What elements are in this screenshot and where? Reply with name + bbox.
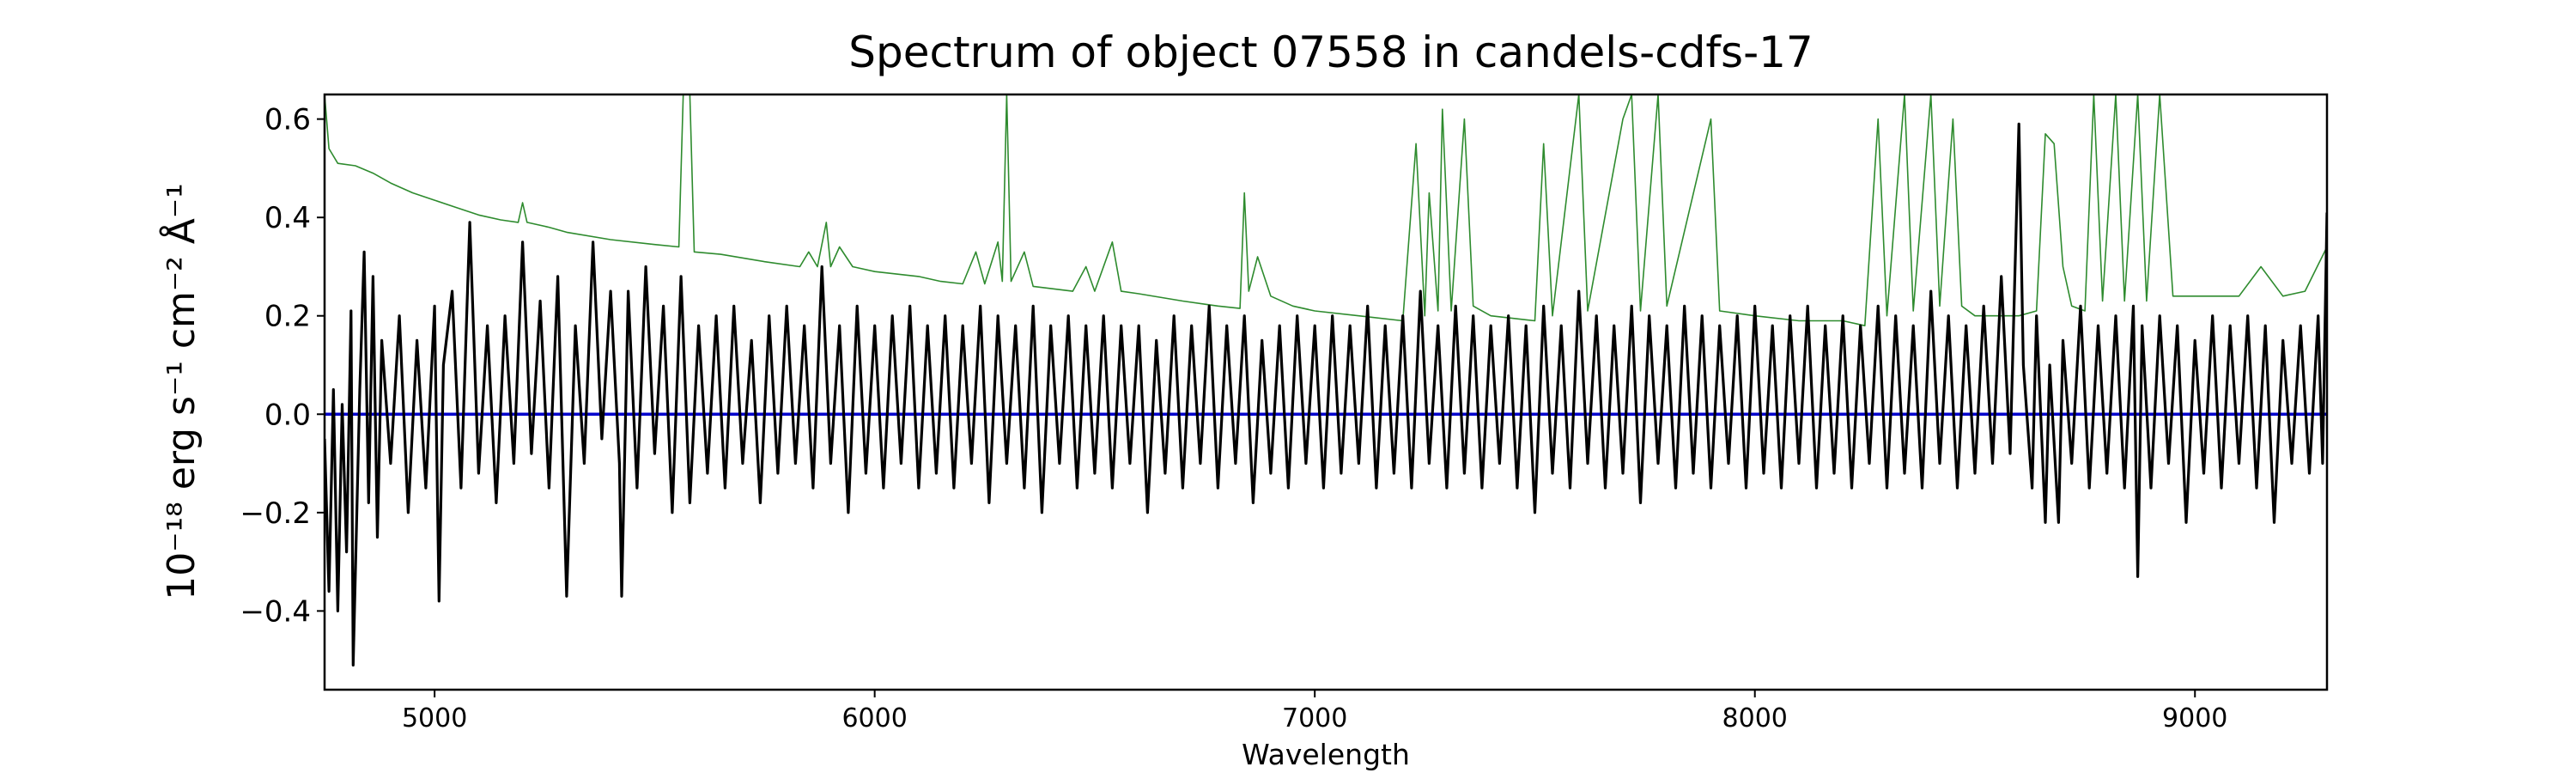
y-tick-label: 0.6 [264, 103, 311, 137]
y-tick-label: 0.2 [264, 300, 311, 334]
series-line-observed-flux [325, 122, 2327, 666]
y-axis: −0.4 −0.2 0.0 0.2 0.4 0.6 [240, 103, 325, 629]
series-layer [325, 94, 2327, 666]
x-tick-label: 5000 [402, 703, 467, 733]
y-axis-label: 10⁻¹⁸ erg s⁻¹ cm⁻² Å⁻¹ [158, 183, 204, 600]
y-tick-label: 0.4 [264, 201, 311, 235]
x-tick-label: 7000 [1282, 703, 1347, 733]
x-axis: 5000 6000 7000 8000 9000 [402, 690, 2227, 733]
x-axis-label: Wavelength [1242, 738, 1410, 771]
chart-title: Spectrum of object 07558 in candels-cdfs… [848, 27, 1814, 77]
y-tick-label: −0.2 [240, 496, 311, 531]
x-tick-label: 8000 [1722, 703, 1788, 733]
y-tick-label: 0.0 [264, 398, 311, 432]
y-tick-label: −0.4 [240, 594, 311, 629]
x-tick-label: 6000 [841, 703, 907, 733]
plot-frame [323, 93, 2329, 691]
series-line-sky-noise [325, 94, 2327, 326]
x-tick-label: 9000 [2162, 703, 2227, 733]
